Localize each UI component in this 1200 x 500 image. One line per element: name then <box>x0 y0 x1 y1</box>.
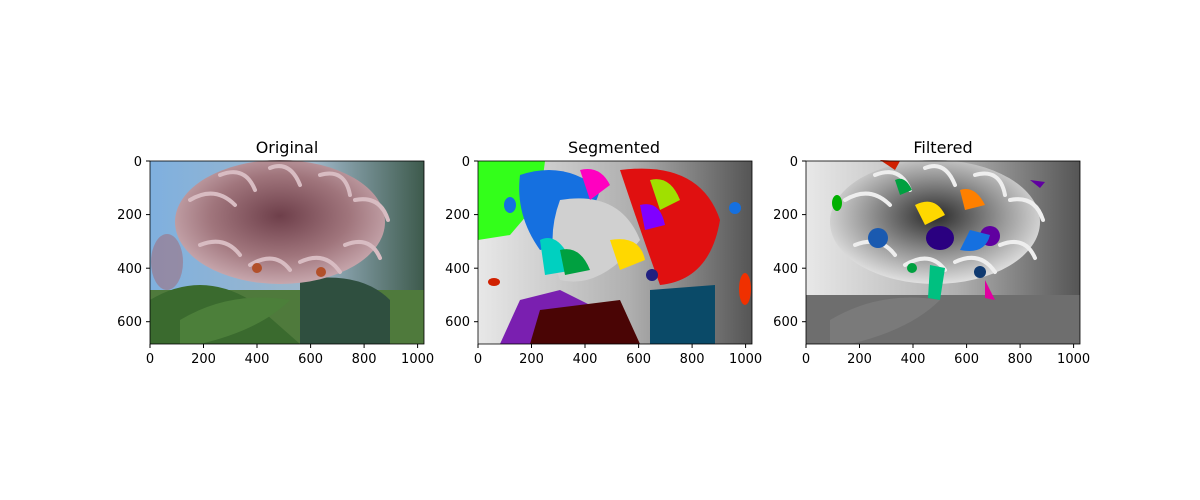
x-tick-label: 600 <box>954 352 979 367</box>
y-axis-filtered: 0 200 400 600 <box>773 155 806 330</box>
panel-title: Filtered <box>913 138 972 157</box>
x-tick-label: 600 <box>626 352 651 367</box>
x-tick-label: 400 <box>573 352 598 367</box>
x-tick-label: 1000 <box>1057 352 1090 367</box>
image-filtered <box>806 160 1080 344</box>
y-tick-label: 200 <box>445 208 470 223</box>
x-tick-label: 200 <box>519 352 544 367</box>
y-tick-label: 400 <box>445 262 470 277</box>
x-axis-original: 0 200 400 600 800 1000 <box>146 344 434 367</box>
x-tick-label: 1000 <box>729 352 762 367</box>
x-tick-label: 0 <box>146 352 154 367</box>
panel-title: Original <box>256 138 319 157</box>
y-axis-original: 0 200 400 600 <box>117 155 150 330</box>
y-tick-label: 0 <box>462 155 470 170</box>
y-tick-label: 0 <box>790 155 798 170</box>
image-original <box>150 160 424 344</box>
y-tick-label: 400 <box>117 262 142 277</box>
x-tick-label: 600 <box>298 352 323 367</box>
x-tick-label: 400 <box>245 352 270 367</box>
y-tick-label: 200 <box>773 208 798 223</box>
x-tick-label: 400 <box>901 352 926 367</box>
x-axis-filtered: 0 200 400 600 800 1000 <box>802 344 1090 367</box>
y-tick-label: 600 <box>445 315 470 330</box>
y-axis-segmented: 0 200 400 600 <box>445 155 478 330</box>
panel-filtered: Filtered <box>773 138 1090 367</box>
y-tick-label: 600 <box>117 315 142 330</box>
panel-original: Original <box>117 138 434 367</box>
x-tick-label: 1000 <box>401 352 434 367</box>
y-tick-label: 200 <box>117 208 142 223</box>
x-tick-label: 800 <box>680 352 705 367</box>
panel-title: Segmented <box>568 138 660 157</box>
x-axis-segmented: 0 200 400 600 800 1000 <box>474 344 762 367</box>
panel-segmented: Segmented 0 <box>445 138 762 367</box>
x-tick-label: 0 <box>474 352 482 367</box>
image-segmented <box>478 161 752 344</box>
x-tick-label: 800 <box>1008 352 1033 367</box>
y-tick-label: 400 <box>773 262 798 277</box>
x-tick-label: 200 <box>847 352 872 367</box>
y-tick-label: 0 <box>134 155 142 170</box>
x-tick-label: 200 <box>191 352 216 367</box>
x-tick-label: 0 <box>802 352 810 367</box>
x-tick-label: 800 <box>352 352 377 367</box>
y-tick-label: 600 <box>773 315 798 330</box>
